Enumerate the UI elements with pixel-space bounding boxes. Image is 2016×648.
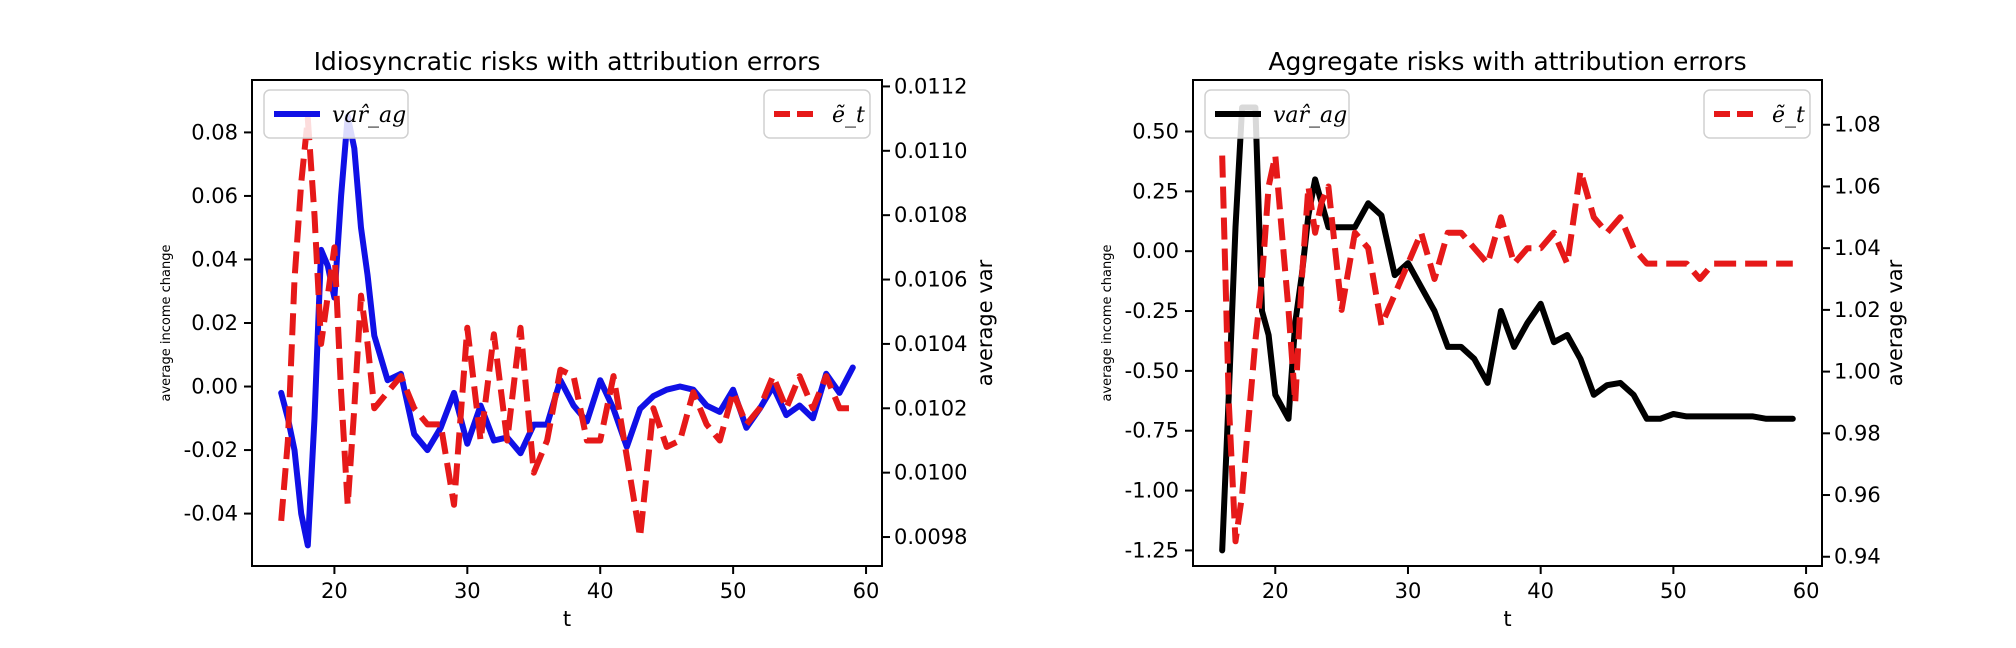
- y-left-tick-label: 0.00: [191, 375, 238, 399]
- y-right-tick-label: 0.0100: [894, 461, 967, 485]
- y-right-tick-label: 0.0104: [894, 332, 967, 356]
- x-tick-label: 50: [1660, 579, 1687, 603]
- legend-right: ẽ_t: [1703, 89, 1811, 139]
- x-axis-label: t: [563, 607, 571, 631]
- y-right-tick-label: 1.06: [1834, 174, 1881, 198]
- y-left-axis-label: average income change: [159, 245, 174, 402]
- y-left-tick-label: -0.75: [1125, 419, 1179, 443]
- y-left-tick-label: 0.50: [1132, 119, 1179, 143]
- y-left-tick-label: 0.00: [1132, 239, 1179, 263]
- series-line-income-change: [1219, 104, 1796, 554]
- series-line-avg-var: [1219, 152, 1793, 545]
- y-right-tick-label: 0.0102: [894, 396, 967, 420]
- x-tick-label: 60: [853, 579, 880, 603]
- x-tick-label: 30: [454, 579, 481, 603]
- y-right-tick-label: 0.96: [1834, 483, 1881, 507]
- legend-box: [1703, 89, 1811, 139]
- y-right-tick-label: 1.00: [1834, 360, 1881, 384]
- y-right-tick-label: 1.08: [1834, 113, 1881, 137]
- x-tick-label: 40: [1527, 579, 1554, 603]
- y-left-tick-label: -0.25: [1125, 299, 1179, 323]
- y-right-tick-label: 0.0106: [894, 268, 967, 292]
- legend-label: var̂_ag: [332, 103, 406, 128]
- x-tick-label: 60: [1793, 579, 1820, 603]
- series-group: [1219, 104, 1796, 554]
- legend-left: var̂_ag: [263, 89, 409, 139]
- y-left-tick-label: -1.00: [1125, 479, 1179, 503]
- y-right-axis-label: average var: [973, 259, 997, 386]
- y-left-tick-label: -0.02: [184, 438, 238, 462]
- y-right-tick-label: 1.04: [1834, 236, 1881, 260]
- y-left-tick-label: 0.04: [191, 247, 238, 271]
- y-right-tick-label: 0.94: [1834, 545, 1881, 569]
- x-tick-label: 20: [1262, 579, 1289, 603]
- y-right-tick-label: 0.0108: [894, 203, 967, 227]
- y-right-tick-label: 0.0112: [894, 74, 967, 98]
- y-left-tick-label: -1.25: [1125, 538, 1179, 562]
- legend-box: [263, 89, 409, 139]
- legend-left: var̂_ag: [1204, 89, 1350, 139]
- y-left-tick-label: 0.25: [1132, 179, 1179, 203]
- legend-label: ẽ_t: [832, 103, 865, 128]
- chart-panel-2: Aggregate risks with attribution errors 2…: [1100, 47, 1907, 631]
- legend-label: var̂_ag: [1273, 103, 1347, 128]
- y-left-tick-label: -0.50: [1125, 359, 1179, 383]
- y-left-tick-label: 0.08: [191, 120, 238, 144]
- x-tick-label: 50: [720, 579, 747, 603]
- x-tick-label: 20: [321, 579, 348, 603]
- x-tick-label: 30: [1395, 579, 1422, 603]
- legend-right: ẽ_t: [763, 89, 871, 139]
- y-right-axis-label: average var: [1883, 259, 1907, 386]
- y-right-tick-label: 0.0098: [894, 525, 967, 549]
- y-left-tick-label: -0.04: [184, 502, 238, 526]
- y-right-tick-label: 1.02: [1834, 298, 1881, 322]
- series-group: [278, 113, 856, 549]
- chart-title: Aggregate risks with attribution errors: [1268, 47, 1746, 76]
- x-tick-label: 40: [587, 579, 614, 603]
- chart-panel-1: Idiosyncratic risks with attribution err…: [159, 47, 997, 631]
- legend-box: [763, 89, 871, 139]
- legend-label: ẽ_t: [1772, 103, 1805, 128]
- y-left-axis-label: average income change: [1100, 245, 1115, 402]
- legend-box: [1204, 89, 1350, 139]
- chart-title: Idiosyncratic risks with attribution err…: [314, 47, 821, 76]
- y-left-tick-label: 0.02: [191, 311, 238, 335]
- series-line-avg-var: [278, 115, 853, 540]
- plot-frame: [1192, 79, 1823, 567]
- y-right-tick-label: 0.98: [1834, 421, 1881, 445]
- x-axis-label: t: [1503, 607, 1511, 631]
- y-right-tick-label: 0.0110: [894, 139, 967, 163]
- y-left-tick-label: 0.06: [191, 184, 238, 208]
